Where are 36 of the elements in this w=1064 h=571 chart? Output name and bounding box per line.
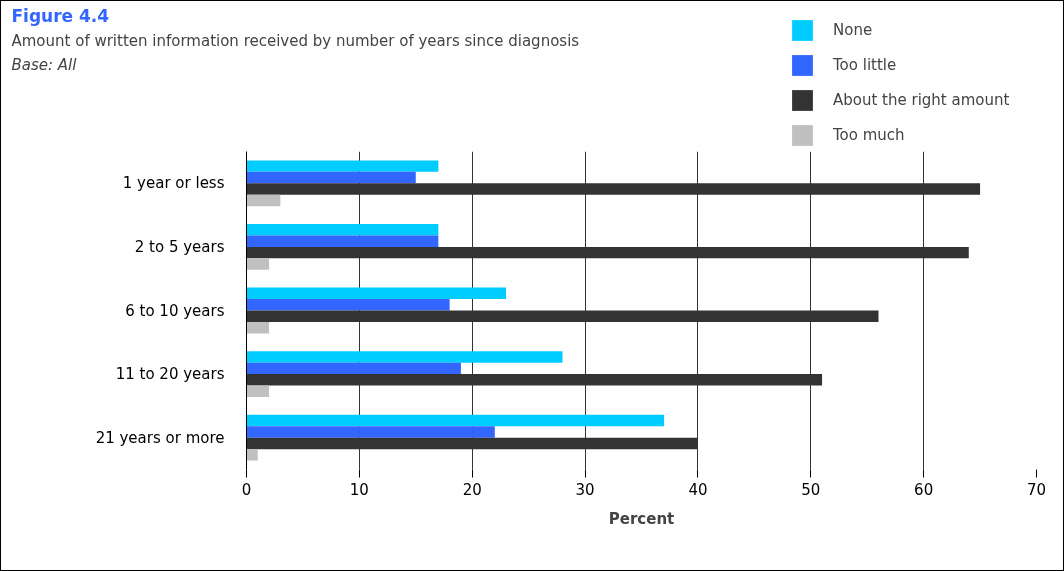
bar	[246, 160, 439, 172]
y-tick-label: 1 year or less	[122, 174, 225, 193]
x-axis-title: Percent	[608, 509, 675, 528]
x-tick-label: 30	[575, 480, 595, 499]
x-tick-label: 0	[241, 480, 252, 499]
bar	[246, 414, 665, 427]
y-tick-label: 11 to 20 years	[115, 365, 225, 384]
bar	[246, 287, 507, 300]
legend-label: Too little	[833, 56, 897, 74]
legend-label: About the right amount	[833, 91, 1010, 109]
x-tick-label: 50	[801, 480, 821, 499]
y-tick-label: 21 years or more	[95, 428, 225, 447]
x-tick-label: 60	[914, 480, 934, 499]
y-tick-label: 2 to 5 years	[134, 237, 225, 256]
bar	[246, 351, 563, 363]
bar	[246, 362, 461, 375]
bar	[246, 171, 416, 184]
bar	[246, 194, 281, 207]
bar	[246, 449, 258, 461]
bar	[246, 258, 270, 270]
bar	[246, 426, 495, 438]
bar	[246, 299, 450, 311]
y-tick-label: 6 to 10 years	[125, 301, 225, 320]
x-tick-label: 70	[1026, 480, 1047, 499]
legend-label: None	[833, 21, 873, 39]
bar	[246, 235, 439, 247]
bar	[246, 321, 270, 334]
bar	[246, 385, 270, 397]
x-tick-label: 20	[462, 480, 482, 499]
text: Base: All	[11, 55, 78, 74]
x-tick-label: 40	[688, 480, 708, 499]
text: Figure 4.4	[11, 5, 110, 26]
x-tick-label: 10	[349, 480, 369, 499]
bar	[246, 224, 439, 236]
chart-subtitle: Amount of written information received by number of years since diagnosis	[11, 31, 580, 50]
legend-label: Too much	[833, 126, 905, 144]
